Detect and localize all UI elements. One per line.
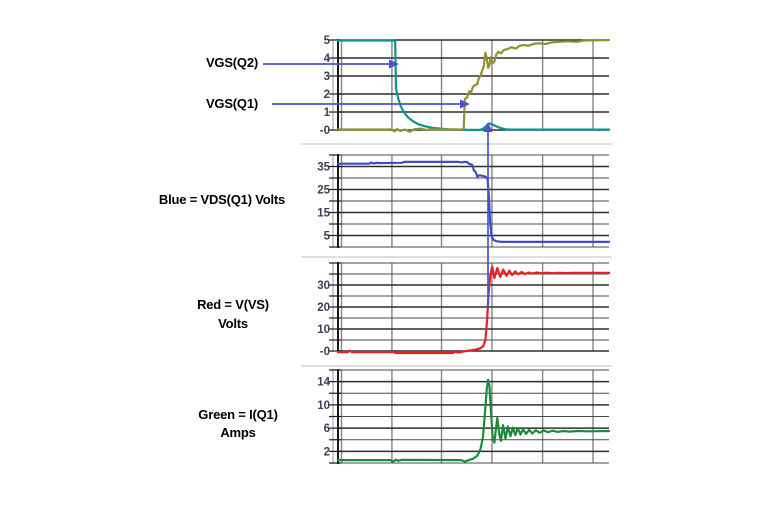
y-tick-label: 35 xyxy=(317,162,330,174)
y-tick-label: 2 xyxy=(324,446,330,458)
y-tick-label: 5 xyxy=(324,231,331,243)
y-tick-label: 20 xyxy=(317,302,330,314)
y-tick-label: -0 xyxy=(320,346,330,358)
y-tick-label: 15 xyxy=(317,208,330,220)
y-tick-label: 2 xyxy=(324,89,330,101)
y-tick-label: 10 xyxy=(317,400,330,412)
y-tick-label: 25 xyxy=(317,185,330,197)
vdsq1-trace xyxy=(336,160,611,243)
vvs-label: Red = V(VS) Volts xyxy=(163,295,303,333)
iq1-label: Green = I(Q1) Amps xyxy=(168,406,308,442)
iq1-trace xyxy=(336,378,611,463)
vds-q1-label: Blue = VDS(Q1) Volts xyxy=(158,192,286,207)
vgs-q1-label: VGS(Q1) xyxy=(205,96,258,111)
y-tick-label: 3 xyxy=(324,71,330,83)
y-tick-label: 14 xyxy=(317,377,330,389)
vvs-trace xyxy=(336,265,611,355)
iq1-label-line1: Green = I(Q1) xyxy=(198,407,278,422)
q1-drain-current-panel: 14 10 6 2 xyxy=(317,369,611,464)
vgs-q2-label: VGS(Q2) xyxy=(205,55,258,70)
vds-q1-voltage-panel: 35 25 15 5 xyxy=(317,154,611,248)
y-tick-label: 10 xyxy=(317,324,330,336)
y-tick-label: -0 xyxy=(320,125,330,137)
y-tick-label: 6 xyxy=(324,423,330,435)
y-tick-label: 5 xyxy=(324,35,331,47)
vvs-label-line2: Volts xyxy=(218,316,248,331)
vvs-label-line1: Red = V(VS) xyxy=(197,297,269,312)
iq1-label-line2: Amps xyxy=(220,425,256,440)
y-tick-label: 1 xyxy=(324,107,331,119)
vs-node-voltage-panel: 30 20 10 -0 xyxy=(317,262,611,358)
gate-drive-voltages-panel: 5 4 3 2 1 -0 xyxy=(320,35,611,137)
y-tick-label: 4 xyxy=(324,53,331,65)
y-tick-label: 30 xyxy=(317,280,330,292)
vgsq1-trace xyxy=(336,38,611,133)
